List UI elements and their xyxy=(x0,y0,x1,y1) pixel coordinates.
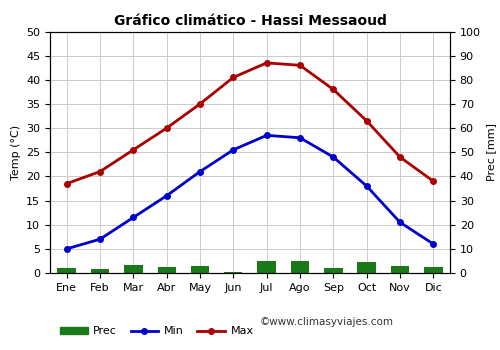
Bar xyxy=(258,261,276,273)
Text: ©www.climasyviajes.com: ©www.climasyviajes.com xyxy=(260,317,394,327)
Y-axis label: Prec [mm]: Prec [mm] xyxy=(486,123,496,181)
Bar xyxy=(358,262,376,273)
Bar xyxy=(224,272,242,273)
Bar xyxy=(158,267,176,273)
Bar xyxy=(58,268,76,273)
Bar xyxy=(324,268,342,273)
Title: Gráfico climático - Hassi Messaoud: Gráfico climático - Hassi Messaoud xyxy=(114,14,386,28)
Bar xyxy=(91,270,109,273)
Bar xyxy=(124,265,142,273)
Bar xyxy=(191,266,209,273)
Legend: Prec, Min, Max: Prec, Min, Max xyxy=(56,322,258,341)
Bar xyxy=(424,267,442,273)
Bar xyxy=(291,261,309,273)
Bar xyxy=(391,266,409,273)
Y-axis label: Temp (°C): Temp (°C) xyxy=(10,125,20,180)
